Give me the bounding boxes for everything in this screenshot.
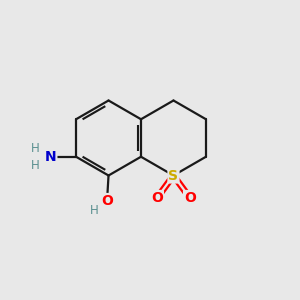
Text: S: S: [169, 169, 178, 182]
Text: O: O: [184, 191, 196, 205]
Text: H: H: [90, 204, 99, 217]
Text: N: N: [45, 150, 56, 164]
Text: H: H: [31, 159, 39, 172]
Text: H: H: [31, 142, 39, 155]
Text: O: O: [151, 191, 163, 205]
Text: O: O: [101, 194, 113, 208]
